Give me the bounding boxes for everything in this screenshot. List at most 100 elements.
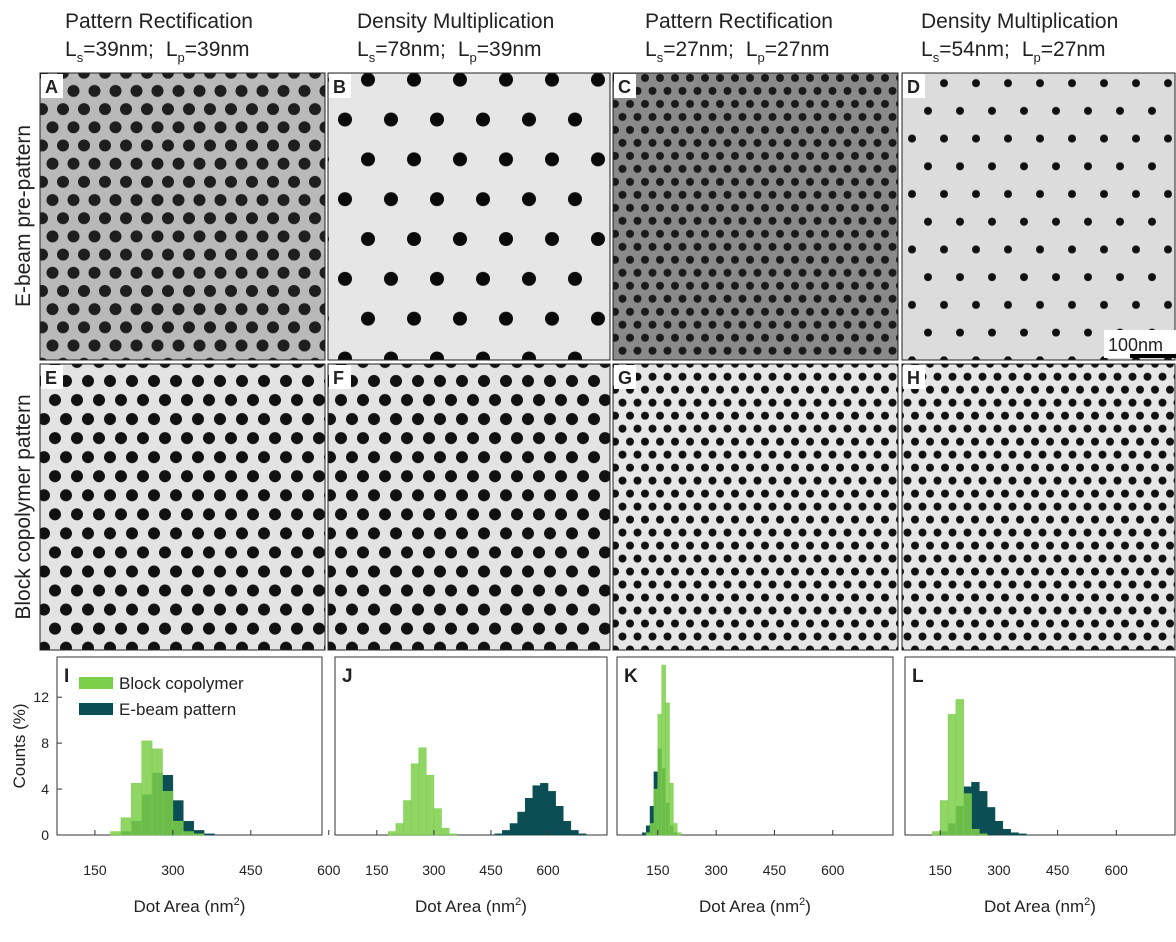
micrograph (39, 363, 326, 651)
bar (649, 823, 655, 836)
x-tick-label: 600 (821, 862, 845, 878)
panel-label: D (907, 77, 920, 97)
symbol: L (1022, 38, 1034, 61)
x-axis-label: Dot Area (nm2) (699, 896, 811, 916)
panel-label: L (912, 666, 924, 687)
legend-swatch (79, 677, 113, 689)
bar (1002, 829, 1011, 836)
x-tick-label: 300 (704, 862, 728, 878)
x-axis-label-part: ) (1090, 897, 1096, 916)
x-tick-label: 450 (479, 862, 503, 878)
bar (673, 823, 678, 836)
bar (183, 831, 194, 836)
legend-label: Block copolymer (119, 674, 244, 693)
x-tick-label: 600 (317, 862, 341, 878)
x-tick-label: 300 (987, 862, 1011, 878)
x-axis-label-part: 2 (234, 896, 240, 908)
x-axis-label-part: Dot Area (nm (134, 897, 234, 916)
bar (141, 740, 153, 836)
symbol: L (645, 38, 657, 61)
value: =54nm; (939, 38, 1010, 61)
x-axis-label: Dot Area (nm2) (134, 896, 246, 916)
subscript: p (1034, 50, 1041, 65)
column-title: Density Multiplication (357, 10, 554, 33)
value: =78nm; (375, 38, 446, 61)
panel-label: C (618, 77, 631, 97)
panel-label: G (618, 368, 632, 388)
subscript: p (178, 50, 185, 65)
bar (1018, 833, 1027, 836)
column-subtitle: Ls=78nm; Lp=39nm (357, 38, 542, 65)
bar (162, 791, 174, 836)
panel-label: F (333, 368, 344, 388)
value: =39nm (185, 38, 250, 61)
panel-label: H (907, 368, 920, 388)
bar (939, 800, 949, 836)
column-title: Density Multiplication (921, 10, 1118, 33)
symbol: L (65, 38, 77, 61)
bar (509, 823, 518, 836)
micrograph (901, 72, 1176, 361)
scale-bar-label: 100nm (1108, 335, 1163, 355)
x-axis-label-part: 2 (799, 896, 805, 908)
bar (395, 823, 404, 836)
panel-label: K (624, 666, 638, 687)
bar (645, 832, 651, 836)
bar (532, 785, 541, 836)
bar (979, 791, 988, 836)
bar (979, 833, 988, 836)
bar (563, 820, 572, 836)
column-subtitle: Ls=54nm; Lp=27nm (921, 38, 1106, 65)
panel-label: J (342, 666, 353, 687)
bar (971, 781, 980, 836)
micrograph (327, 72, 611, 361)
plot-area (334, 656, 608, 836)
micrograph-grid: 100nm (39, 72, 1176, 651)
column-title: Pattern Rectification (645, 10, 833, 33)
bar (971, 829, 980, 836)
panel-label-bg (41, 74, 63, 98)
panel-label-bg (41, 365, 63, 389)
micrograph (612, 363, 899, 651)
bar (433, 808, 442, 836)
value: =27nm; (663, 38, 734, 61)
bar (410, 763, 419, 836)
panel-label-bg (903, 74, 925, 98)
x-axis-label: Dot Area (nm2) (415, 896, 527, 916)
bar (426, 775, 435, 836)
x-tick-label: 300 (161, 862, 185, 878)
bar (110, 831, 122, 836)
x-tick-label: 450 (763, 862, 787, 878)
bar (955, 699, 964, 836)
micrograph (39, 72, 326, 361)
symbol: L (746, 38, 758, 61)
panel-label: B (333, 77, 346, 97)
micrograph (612, 72, 899, 361)
x-tick-label: 150 (929, 862, 953, 878)
bar (441, 827, 450, 836)
histogram: 150 300 450 600 K Dot Area (nm2) (616, 656, 894, 916)
panel-label-bg (614, 74, 636, 98)
bar (448, 833, 457, 836)
x-tick-label: 150 (646, 862, 670, 878)
row-label: Block copolymer pattern (12, 394, 35, 619)
x-tick-label: 300 (422, 862, 446, 878)
bar (172, 820, 184, 836)
bar (517, 811, 526, 836)
bar (203, 833, 215, 836)
x-axis-label-part: Dot Area (nm (415, 897, 515, 916)
bar (986, 807, 996, 836)
panel-label: A (45, 77, 58, 97)
bar (665, 702, 670, 836)
symbol: L (166, 38, 178, 61)
bar (388, 831, 397, 836)
x-tick-label: 450 (239, 862, 263, 878)
column-subtitle: Ls=39nm; Lp=39nm (65, 38, 250, 65)
legend-swatch (79, 703, 113, 715)
bar (120, 817, 132, 836)
bar (540, 783, 549, 836)
bar (932, 831, 941, 836)
x-tick-label: 150 (365, 862, 389, 878)
x-axis-label-part: Dot Area (nm (984, 897, 1084, 916)
